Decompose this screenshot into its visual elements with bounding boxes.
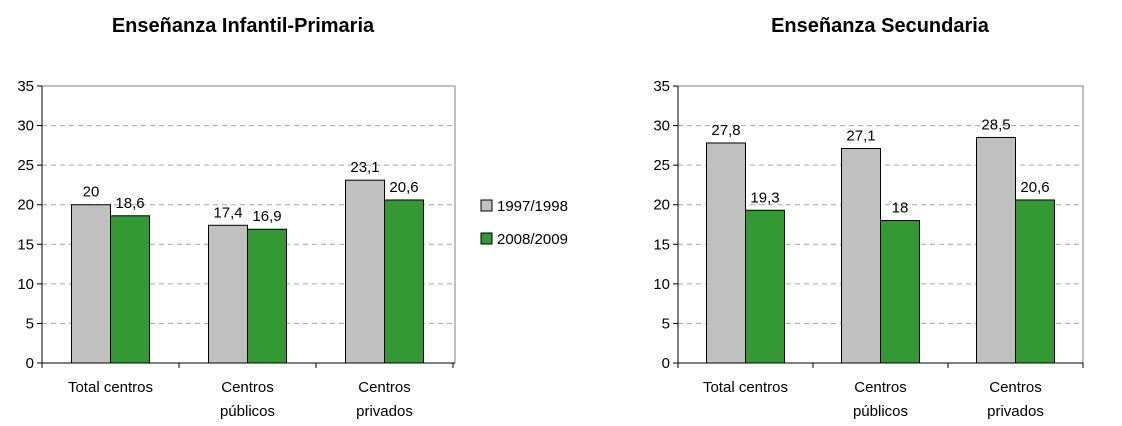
chart1-category-label: públicos: [853, 403, 908, 420]
chart0-bar: [208, 224, 248, 364]
chart1-bar: [706, 142, 746, 364]
chart0-ytick-label: 25: [17, 157, 34, 174]
chart0-ytick-label: 20: [17, 197, 34, 214]
chart1-ytick-label: 35: [653, 78, 670, 95]
chart1-bar: [976, 136, 1016, 364]
chart1-ytick-label: 10: [653, 276, 670, 293]
chart0-category-label: Total centros: [68, 379, 153, 396]
chart0-ytick-label: 35: [17, 78, 34, 95]
chart0-bar: [384, 199, 424, 364]
chart0-category-label: Centros: [221, 379, 274, 396]
chart1-ytick-label: 25: [653, 157, 670, 174]
chart1-bar: [1015, 199, 1055, 364]
chart1-data-label: 18: [892, 200, 909, 217]
chart0-category-label: públicos: [220, 403, 275, 420]
chart0-data-label: 20,6: [389, 179, 418, 196]
chart1-bar: [841, 148, 881, 364]
chart1-bar: [880, 220, 920, 364]
chart0-title: Enseñanza Infantil-Primaria: [112, 15, 375, 37]
legend-label: 1997/1998: [497, 198, 568, 215]
legend-swatch: [480, 199, 493, 212]
chart1-bar: [745, 209, 785, 364]
chart0-bar: [247, 228, 287, 364]
chart1-ytick-label: 30: [653, 118, 670, 135]
chart0-ytick-label: 5: [26, 315, 34, 332]
chart1-ytick-label: 5: [662, 315, 670, 332]
chart1-category-label: Total centros: [703, 379, 788, 396]
chart0-ytick-label: 15: [17, 236, 34, 253]
chart0-ytick-label: 30: [17, 118, 34, 135]
chart1-data-label: 20,6: [1020, 179, 1049, 196]
chart1-title: Enseñanza Secundaria: [771, 15, 990, 37]
chart0-bar: [345, 179, 385, 364]
chart1-category-label: Centros: [854, 379, 907, 396]
chart1-data-label: 27,1: [846, 128, 875, 145]
chart0-category-label: Centros: [358, 379, 411, 396]
legend-swatch: [480, 232, 493, 245]
chart0-data-label: 20: [83, 184, 100, 201]
chart0-data-label: 18,6: [115, 195, 144, 212]
chart0-category-label: privados: [356, 403, 413, 420]
legend-label: 2008/2009: [497, 231, 568, 248]
chart1-ytick-label: 0: [662, 355, 670, 372]
chart1-data-label: 27,8: [711, 122, 740, 139]
chart1-category-label: privados: [987, 403, 1044, 420]
chart1-data-label: 28,5: [981, 116, 1010, 133]
chart0-data-label: 23,1: [350, 159, 379, 176]
chart0-bar: [110, 215, 150, 364]
chart0-bar: [71, 204, 111, 364]
chart0-ytick-label: 0: [26, 355, 34, 372]
chart0-data-label: 16,9: [252, 208, 281, 225]
chart1-ytick-label: 15: [653, 236, 670, 253]
chart0-data-label: 17,4: [213, 204, 242, 221]
chart0-ytick-label: 10: [17, 276, 34, 293]
chart1-category-label: Centros: [989, 379, 1042, 396]
chart1-data-label: 19,3: [750, 189, 779, 206]
chart1-ytick-label: 20: [653, 197, 670, 214]
